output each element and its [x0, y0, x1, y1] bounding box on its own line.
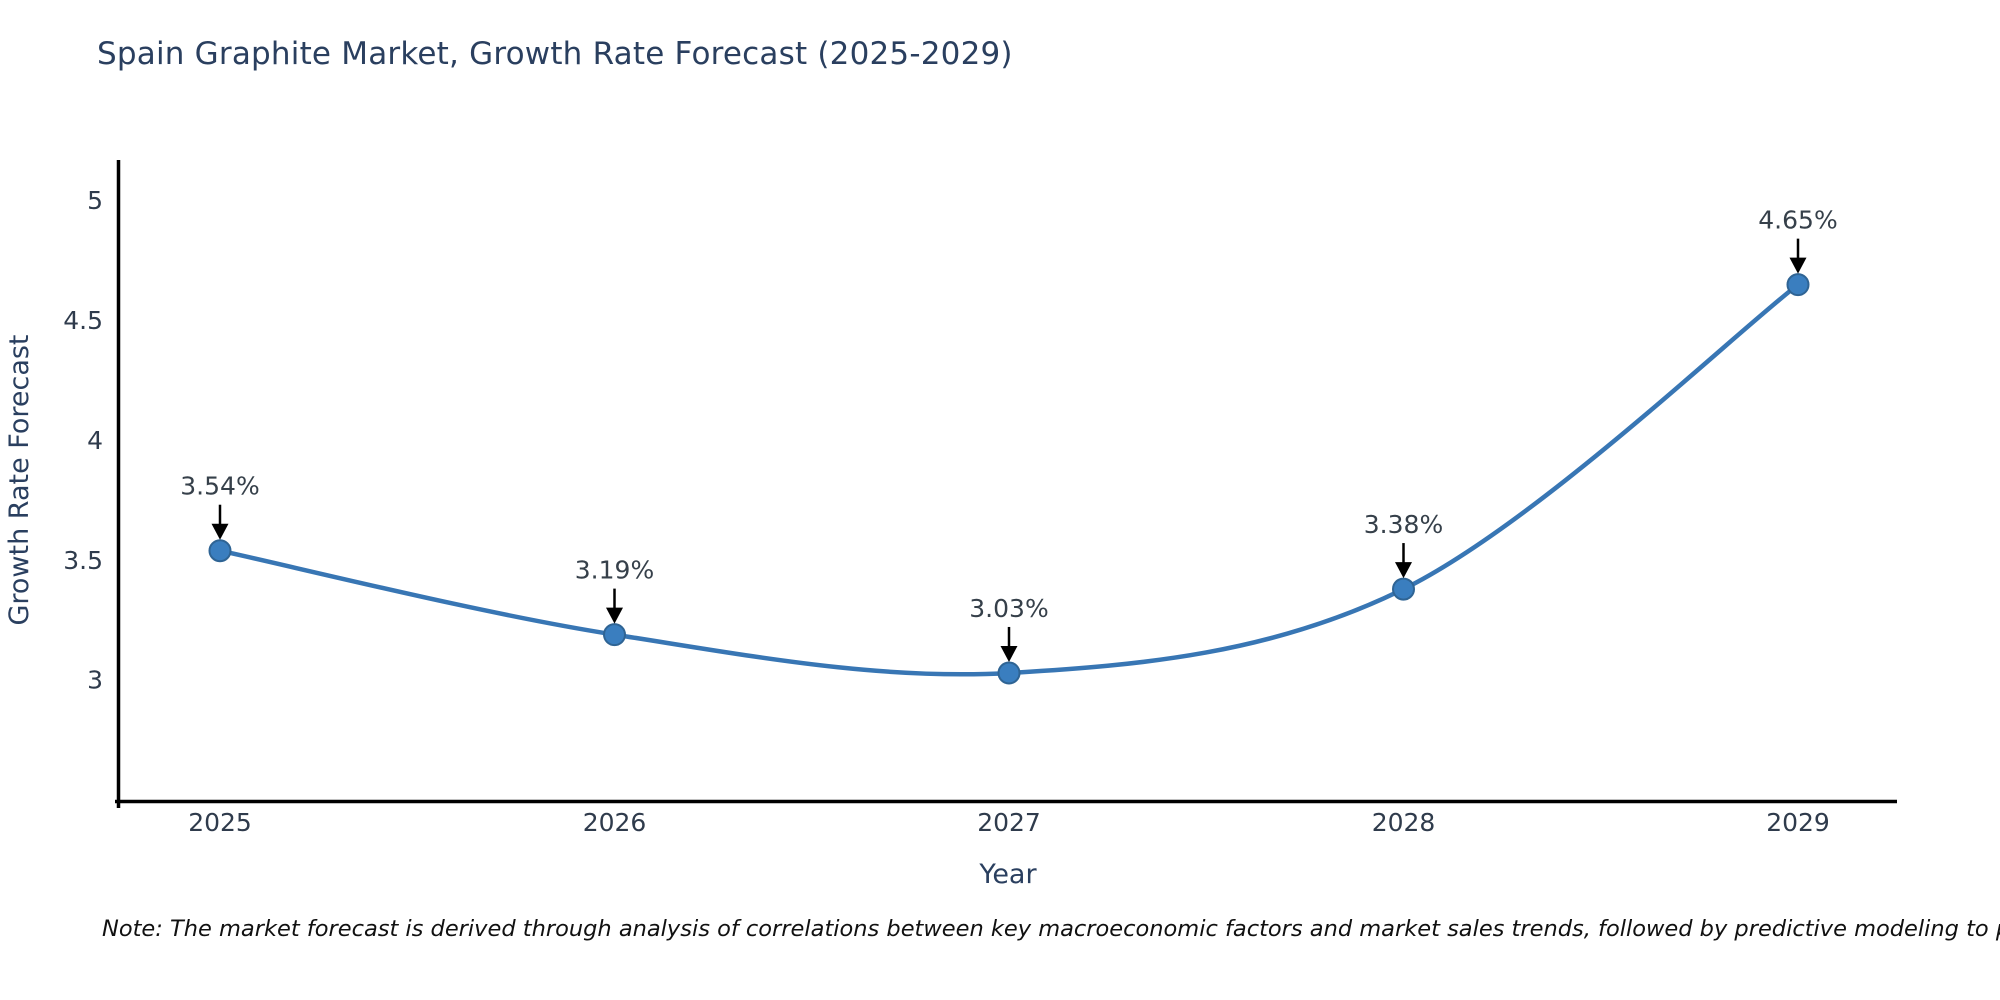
- annotation-label: 3.54%: [180, 472, 259, 501]
- annotation-arrowhead: [606, 607, 623, 624]
- annotation-label: 3.38%: [1364, 510, 1443, 539]
- data-point-marker: [1392, 577, 1415, 601]
- y-tick-label: 5: [87, 186, 103, 215]
- chart-footnote: Note: The market forecast is derived thr…: [102, 916, 2000, 942]
- x-tick-label: 2026: [583, 808, 647, 837]
- annotation-label: 4.65%: [1758, 206, 1837, 235]
- data-point-marker: [208, 539, 232, 563]
- data-point-marker: [603, 623, 626, 647]
- x-tick-label: 2028: [1372, 808, 1436, 837]
- data-point-marker: [997, 661, 1021, 685]
- y-tick-label: 4.5: [63, 306, 103, 335]
- annotation-label: 3.19%: [575, 556, 654, 585]
- annotation-arrowhead: [1789, 257, 1807, 274]
- y-tick-label: 3.5: [63, 546, 103, 575]
- x-axis-title: Year: [978, 859, 1037, 890]
- x-tick-label: 2027: [977, 808, 1041, 837]
- y-axis-title: Growth Rate Forecast: [4, 334, 35, 625]
- y-tick-label: 3: [87, 666, 103, 695]
- data-point-marker: [1786, 273, 1810, 297]
- annotation-arrowhead: [1395, 562, 1412, 579]
- y-tick-label: 4: [87, 426, 103, 455]
- x-tick-label: 2029: [1766, 808, 1830, 837]
- annotation-label: 3.03%: [969, 594, 1048, 623]
- annotation-arrowhead: [1000, 645, 1018, 662]
- chart-title: Spain Graphite Market, Growth Rate Forec…: [97, 36, 1013, 72]
- x-tick-label: 2025: [188, 808, 252, 837]
- annotation-arrowhead: [211, 523, 229, 540]
